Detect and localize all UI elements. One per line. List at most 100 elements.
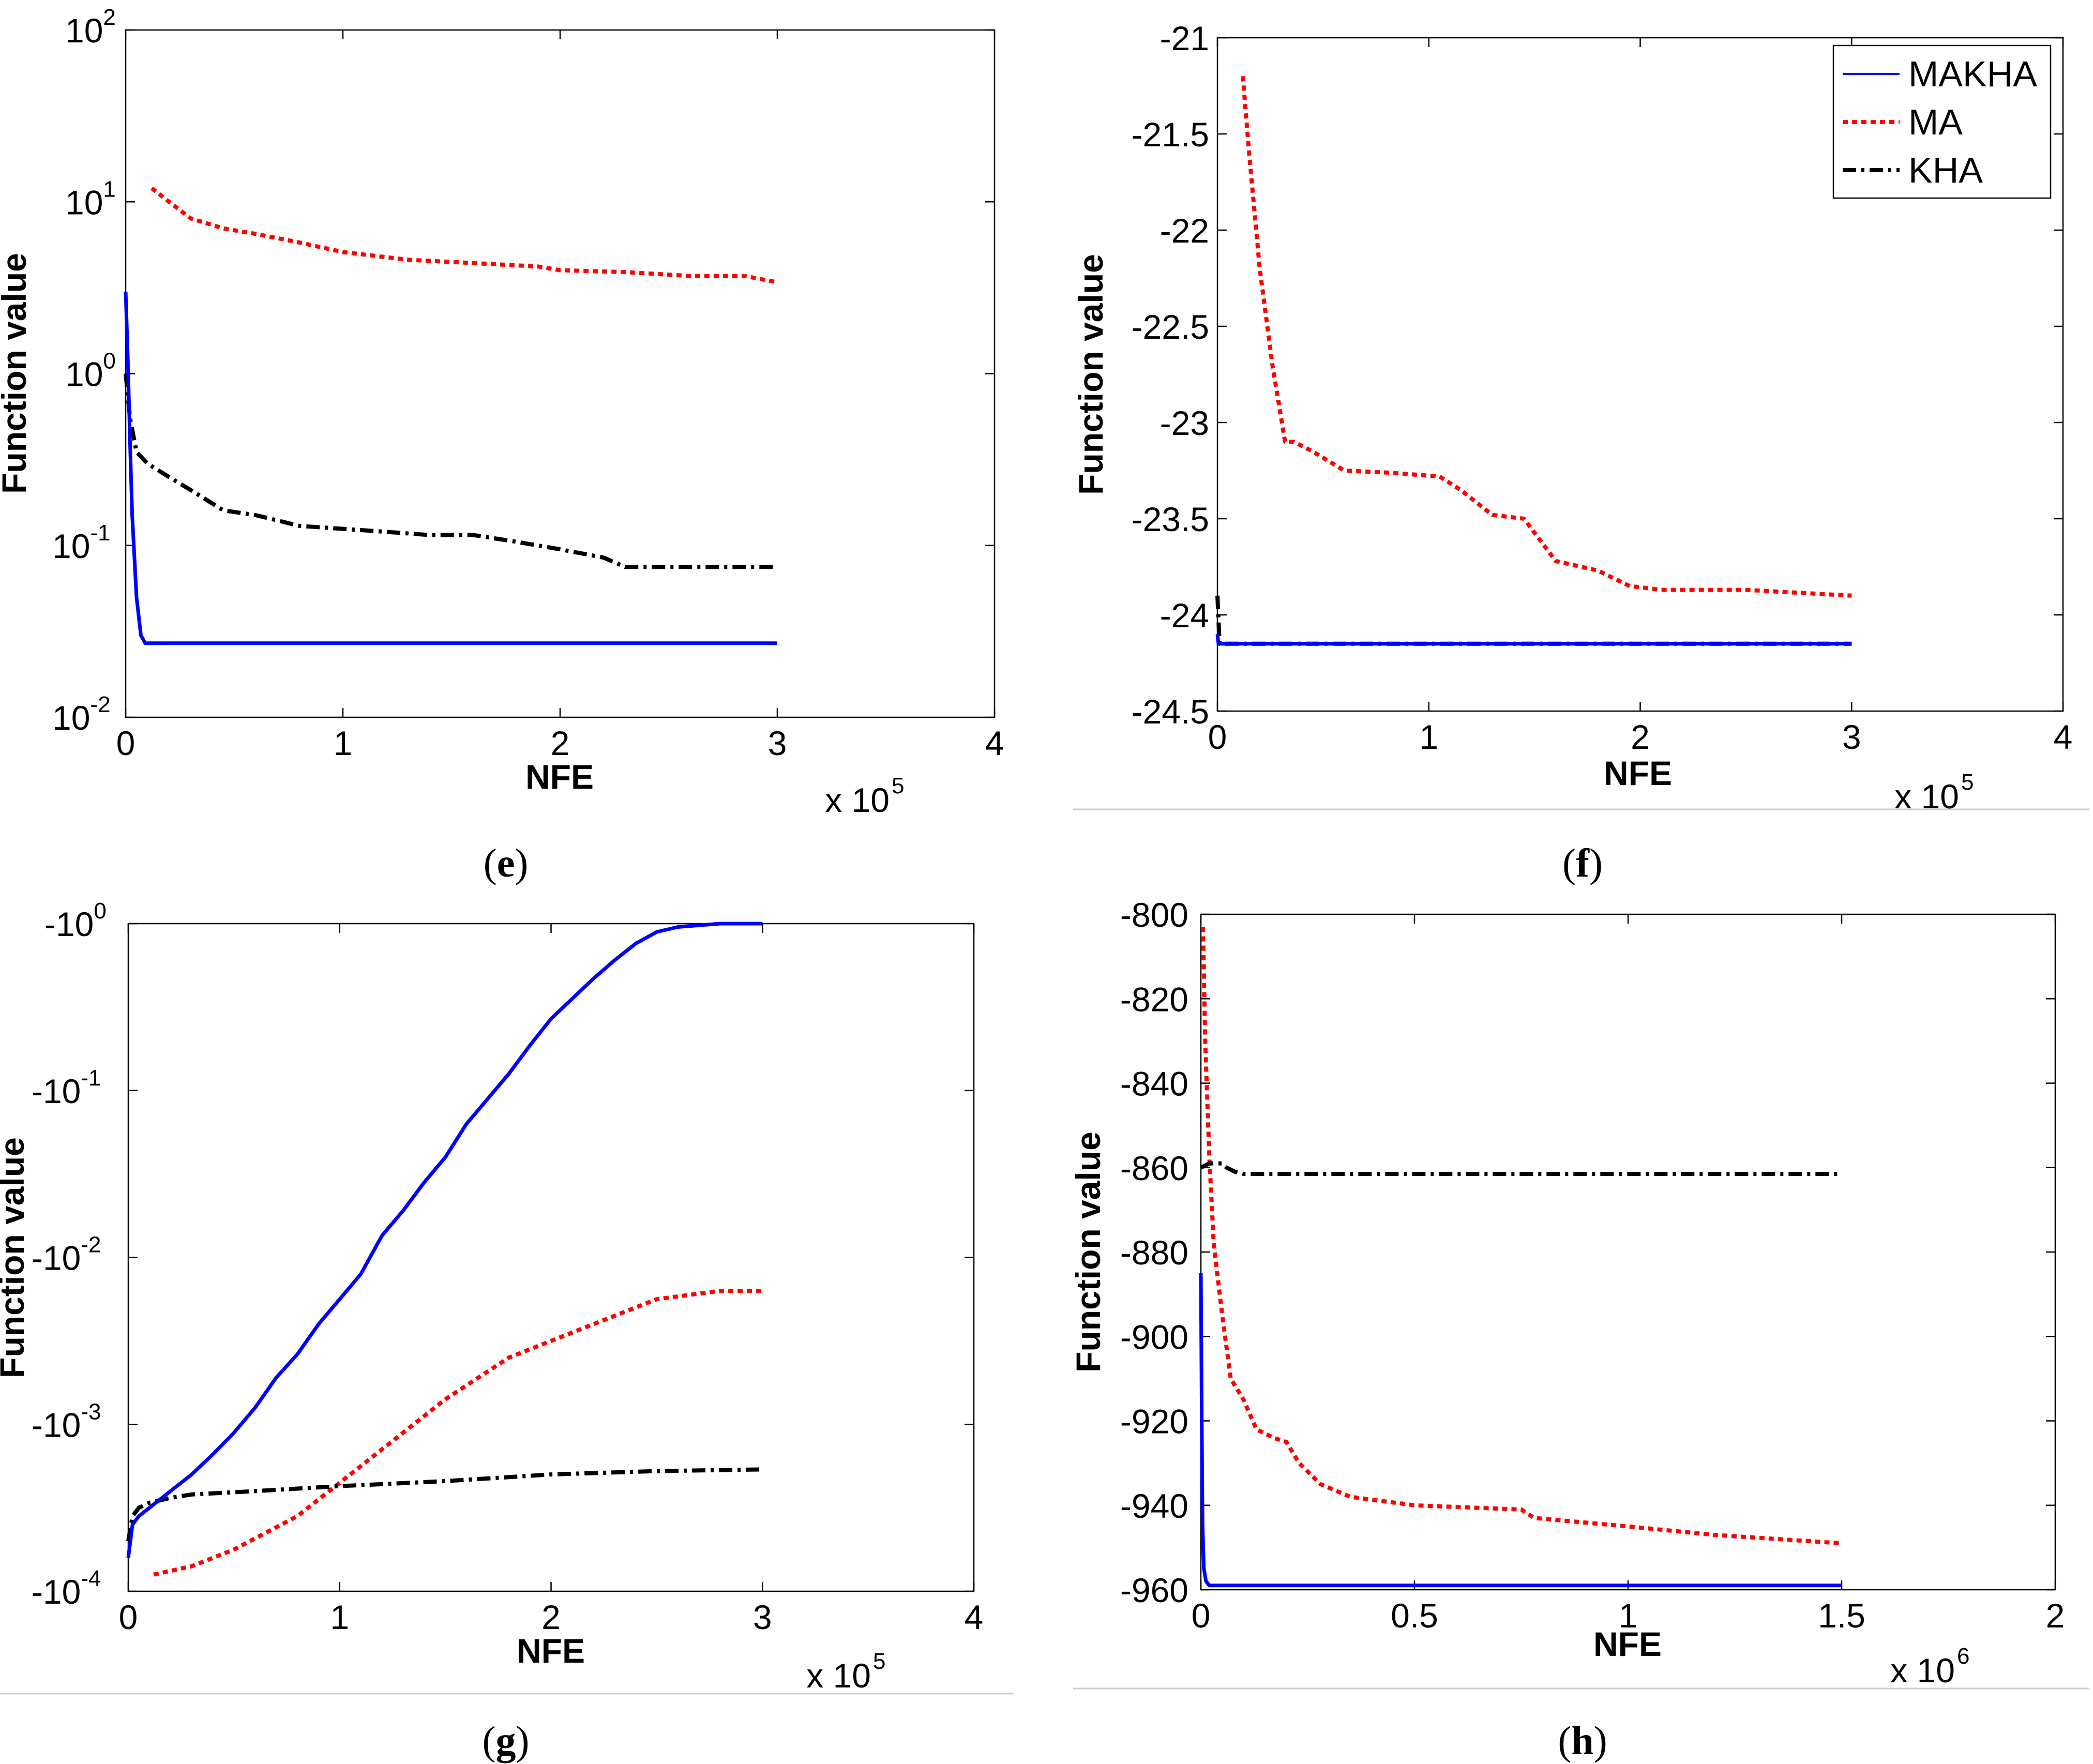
y-tick-label: -10-2	[32, 1232, 101, 1277]
y-tick-exponent: 1	[103, 176, 115, 202]
x-tick-label: 3	[753, 1598, 772, 1636]
x-tick-label: 0.5	[1391, 1596, 1438, 1635]
series-ma	[153, 1289, 763, 1577]
y-tick-label: -820	[1120, 980, 1188, 1018]
x-tick-label: 1	[330, 1598, 349, 1636]
y-tick-label: -860	[1120, 1149, 1188, 1187]
x-tick-label: 2	[551, 724, 570, 762]
legend-label-ma: MA	[1908, 102, 1963, 142]
series-kha	[126, 1467, 763, 1542]
y-tick-label: -21.5	[1132, 115, 1209, 154]
y-tick-label: -23.5	[1132, 500, 1209, 538]
y-tick-base: 10	[52, 699, 90, 737]
y-tick-label: -10-1	[32, 1065, 101, 1110]
y-tick-base: -10	[32, 1239, 81, 1277]
y-axis-label: Function value	[0, 253, 33, 494]
y-tick-label: -940	[1120, 1487, 1188, 1525]
y-tick-label: 101	[65, 176, 116, 221]
y-tick-label: -900	[1120, 1318, 1188, 1356]
panel-paren: )	[1594, 1718, 1607, 1763]
panel-h: 0 0.5 1 1.5 2 -960 -940 -920 -900 -880 -860 -840 -82…	[1069, 896, 2065, 1763]
x-tick-label: 3	[768, 724, 787, 762]
y-tick-base: 10	[65, 355, 103, 394]
y-tick-label: -960	[1120, 1571, 1188, 1609]
x-multiplier: x 10	[1890, 1651, 1955, 1690]
y-tick-exponent: -2	[81, 1232, 101, 1258]
panel-paren: )	[1589, 840, 1603, 885]
y-tick-label: -21	[1160, 19, 1209, 57]
panel-paren: (	[1562, 840, 1576, 885]
panel-paren: )	[516, 1718, 530, 1763]
y-tick-label: -10-3	[32, 1399, 101, 1444]
x-tick-label: 0	[116, 724, 135, 762]
panel-paren: (	[483, 1718, 496, 1763]
panel-label: (f)	[1562, 840, 1603, 885]
y-tick-base: 10	[65, 11, 103, 50]
x-axis-label: NFE	[525, 758, 594, 796]
x-tick-label: 4	[965, 1598, 984, 1636]
y-tick-label: -920	[1120, 1403, 1188, 1441]
y-tick-base: 10	[52, 527, 90, 565]
x-tick-label: 1	[334, 724, 353, 762]
y-tick-label: -880	[1120, 1233, 1188, 1272]
series-makha	[126, 922, 763, 1558]
legend-box	[1832, 44, 2052, 199]
y-tick-exponent: -4	[81, 1566, 101, 1591]
x-tick-label: 4	[985, 724, 1004, 762]
x-tick-label: 0	[119, 1598, 138, 1636]
panel-letter: g	[496, 1718, 516, 1763]
x-tick-label: 1.5	[1818, 1596, 1865, 1635]
x-tick-label: 1	[1619, 1596, 1638, 1635]
x-tick-label: 4	[2054, 718, 2073, 756]
panel-paren: (	[1558, 1718, 1571, 1763]
series-makha	[1215, 634, 1852, 646]
legend-label-makha: MAKHA	[1908, 54, 2037, 94]
y-tick-base: -10	[44, 905, 94, 943]
y-tick-label: -100	[44, 898, 107, 943]
x-tick-label: 3	[1842, 718, 1861, 756]
y-tick-label: 102	[65, 5, 116, 50]
y-tick-exponent: -1	[81, 1065, 101, 1091]
panel-letter: e	[497, 840, 515, 885]
y-tick-exponent: -3	[81, 1399, 101, 1424]
x-tick-label: 2	[541, 1598, 561, 1636]
x-tick-label: 0	[1192, 1596, 1211, 1635]
plot-area	[125, 29, 996, 718]
panel-label: (e)	[484, 840, 529, 885]
x-tick-label: 2	[1631, 718, 1650, 756]
y-axis-label: Function value	[1069, 1132, 1107, 1373]
panel-label: (g)	[483, 1718, 530, 1763]
y-tick-label: -24.5	[1132, 692, 1209, 731]
x-tick-label: 2	[2046, 1596, 2065, 1635]
y-tick-base: 10	[65, 183, 103, 221]
y-tick-label: 10-1	[52, 520, 111, 565]
y-tick-label: -840	[1120, 1065, 1188, 1103]
x-axis-label: NFE	[1593, 1625, 1662, 1663]
series-ma	[150, 186, 778, 284]
y-tick-base: -10	[32, 1072, 81, 1110]
panel-paren: (	[484, 840, 497, 885]
y-tick-label: 100	[65, 349, 116, 394]
series-kha	[124, 373, 777, 569]
y-axis-label: Function value	[0, 1137, 31, 1378]
panel-letter: f	[1576, 840, 1590, 885]
y-tick-exponent: 0	[103, 349, 115, 374]
series-kha	[1200, 1161, 1842, 1176]
x-axis-label: NFE	[1604, 754, 1672, 792]
legend-label-kha: KHA	[1908, 150, 1983, 190]
y-tick-exponent: -1	[90, 520, 110, 546]
y-tick-label: -10-4	[32, 1566, 101, 1611]
plot-area	[1200, 913, 2056, 1591]
y-axis-label: Function value	[1072, 254, 1110, 495]
y-tick-base: -10	[32, 1406, 81, 1444]
x-multiplier-exponent: 6	[1957, 1644, 1969, 1669]
x-tick-label: 1	[1419, 718, 1438, 756]
series-ma	[1241, 76, 1852, 598]
y-tick-exponent: -2	[90, 692, 110, 717]
y-tick-exponent: 0	[94, 898, 106, 924]
x-multiplier-exponent: 5	[1961, 770, 1974, 795]
